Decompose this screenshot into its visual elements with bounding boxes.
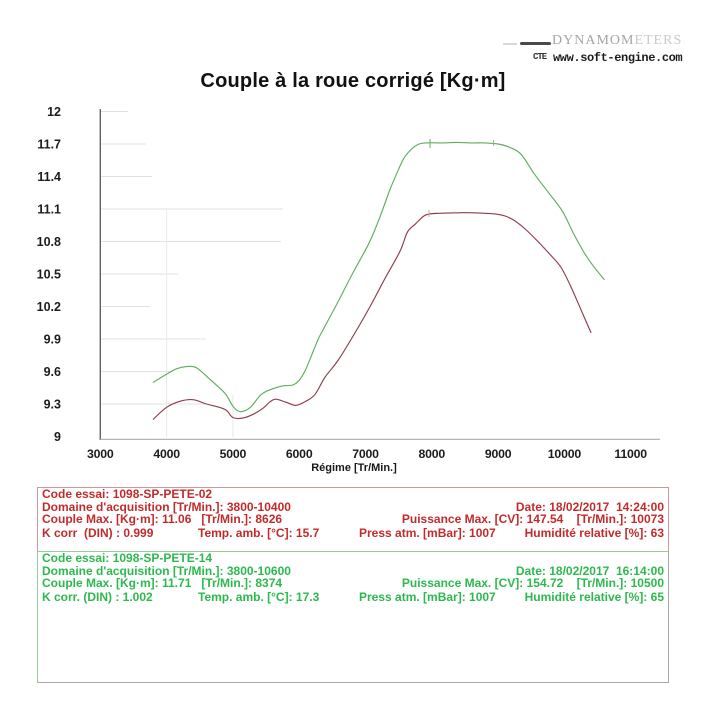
svg-text:5000: 5000 [220, 447, 247, 461]
svg-text:7000: 7000 [352, 447, 379, 461]
svg-text:9000: 9000 [485, 447, 512, 461]
svg-text:Régime [Tr/Min.]: Régime [Tr/Min.] [311, 462, 397, 474]
svg-text:9.9: 9.9 [44, 333, 61, 347]
svg-text:10000: 10000 [548, 447, 582, 461]
svg-text:11.1: 11.1 [37, 203, 61, 217]
svg-text:9: 9 [54, 430, 61, 444]
svg-text:9.6: 9.6 [44, 365, 61, 379]
svg-text:11.7: 11.7 [37, 138, 61, 152]
svg-text:9.3: 9.3 [44, 398, 61, 412]
svg-text:10.5: 10.5 [37, 268, 61, 282]
svg-text:10.2: 10.2 [37, 300, 61, 314]
svg-text:8000: 8000 [419, 447, 446, 461]
svg-text:6000: 6000 [286, 447, 313, 461]
svg-text:10.8: 10.8 [37, 235, 61, 249]
svg-text:11.4: 11.4 [37, 170, 61, 184]
svg-text:4000: 4000 [153, 447, 180, 461]
svg-text:12: 12 [47, 105, 61, 119]
svg-text:3000: 3000 [87, 447, 114, 461]
svg-text:11000: 11000 [614, 447, 647, 461]
